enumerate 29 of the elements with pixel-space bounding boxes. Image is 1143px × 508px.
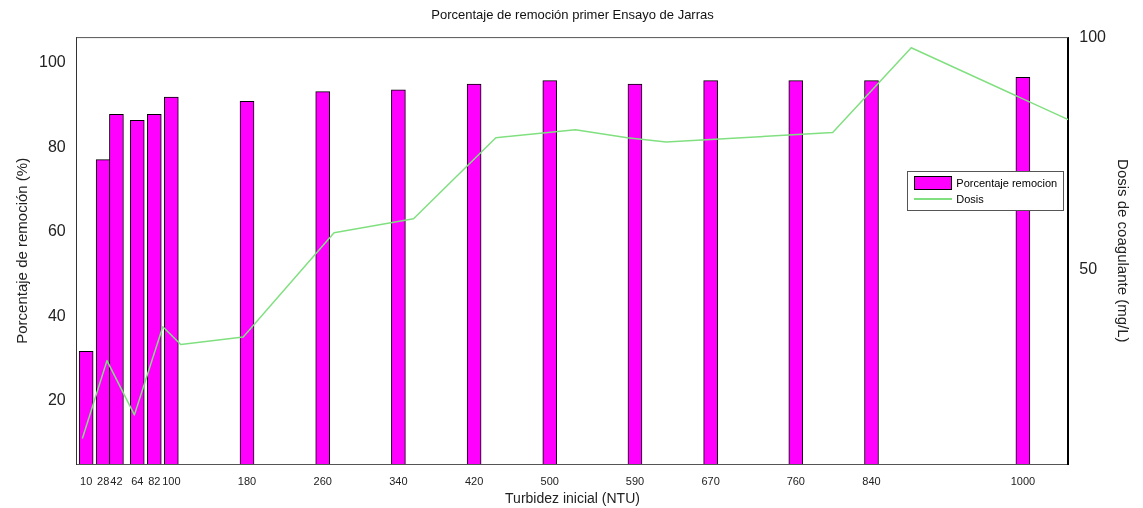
x-tick-label: 10 [80,474,93,487]
y2-axis-title: Dosis de coagulante (mg/L) [1114,159,1132,343]
x-tick-label: 760 [786,474,805,487]
y-axis-title: Porcentaje de remoción (%) [13,157,31,344]
y-tick-label: 60 [47,222,66,240]
y-tick-label: 80 [47,137,66,155]
x-tick-label: 64 [131,474,144,487]
chart-title: Porcentaje de remoción primer Ensayo de Jarras [431,7,715,23]
x-tick-label: 82 [148,474,161,487]
x-tick-label: 1000 [1010,474,1036,487]
y-tick-label: 100 [38,53,66,71]
x-tick-label: 100 [162,474,181,487]
x-tick-label: 670 [701,474,720,487]
x-tick-label: 28 [97,474,110,487]
legend-label: Dosis [956,192,984,205]
y2-tick-label: 50 [1079,259,1098,277]
x-tick-label: 500 [540,474,559,487]
x-tick-label: 260 [313,474,332,487]
x-axis-title: Turbidez inicial (NTU) [505,490,640,507]
x-tick-label: 180 [237,474,257,487]
x-tick-label: 340 [389,474,408,487]
x-tick-label: 420 [464,474,484,487]
y-tick-label: 20 [47,391,66,409]
y-tick-label: 40 [47,306,66,324]
legend-label: Porcentaje remocion [956,176,1058,189]
x-tick-label: 42 [110,474,123,487]
x-tick-label: 590 [625,474,645,487]
x-tick-label: 840 [862,474,881,487]
y2-tick-label: 100 [1079,28,1107,46]
